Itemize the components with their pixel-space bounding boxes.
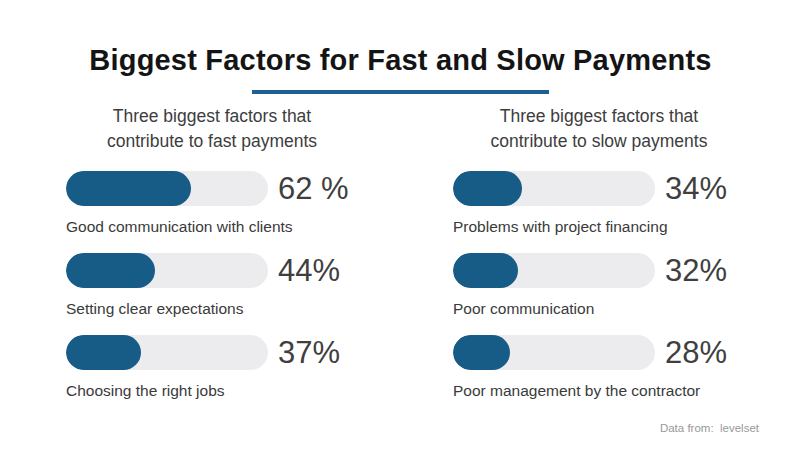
bar-value: 34% (665, 173, 727, 204)
bar-track (453, 253, 655, 288)
bar-row: 32% (453, 253, 745, 288)
data-source-attribution: Data from: levelset (660, 422, 759, 434)
bar-fill (453, 253, 518, 288)
slow-payments-column: Three biggest factors that contribute to… (453, 104, 745, 400)
bar-track (453, 171, 655, 206)
bar-fill (66, 253, 155, 288)
bar-track (66, 335, 268, 370)
fast-payments-column: Three biggest factors that contribute to… (66, 104, 358, 400)
bar-track (66, 253, 268, 288)
bar-label: Poor communication (453, 300, 745, 318)
bar-value: 62 % (278, 173, 349, 204)
slow-payments-heading: Three biggest factors that contribute to… (453, 104, 745, 154)
bar-label: Choosing the right jobs (66, 382, 358, 400)
fast-payments-heading: Three biggest factors that contribute to… (66, 104, 358, 154)
bar-track (453, 335, 655, 370)
bar-value: 32% (665, 255, 727, 286)
heading-line: contribute to fast payments (66, 129, 358, 154)
bar-row: 28% (453, 335, 745, 370)
bar-row: 44% (66, 253, 358, 288)
bar-label: Poor management by the contractor (453, 382, 745, 400)
bar-value: 28% (665, 337, 727, 368)
bar-value: 44% (278, 255, 340, 286)
bar-row: 62 % (66, 171, 358, 206)
bar-label: Problems with project financing (453, 218, 745, 236)
bar-fill (453, 335, 510, 370)
bar-fill (66, 171, 191, 206)
bar-label: Good communication with clients (66, 218, 358, 236)
heading-line: Three biggest factors that (453, 104, 745, 129)
page-title: Biggest Factors for Fast and Slow Paymen… (0, 0, 801, 77)
heading-line: Three biggest factors that (66, 104, 358, 129)
bar-fill (66, 335, 141, 370)
bar-track (66, 171, 268, 206)
infographic-page: Biggest Factors for Fast and Slow Paymen… (0, 0, 801, 467)
bar-label: Setting clear expectations (66, 300, 358, 318)
heading-line: contribute to slow payments (453, 129, 745, 154)
chart-columns: Three biggest factors that contribute to… (66, 104, 801, 400)
title-underline (252, 90, 549, 94)
bar-value: 37% (278, 337, 340, 368)
bar-fill (453, 171, 522, 206)
bar-row: 37% (66, 335, 358, 370)
bar-row: 34% (453, 171, 745, 206)
